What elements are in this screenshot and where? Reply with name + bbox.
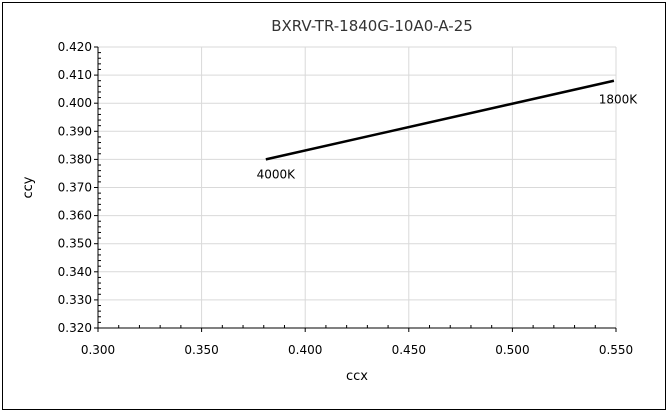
tick-labels: 0.320 0.330 0.340 0.350 0.360 0.370 0.380 0.390…: [58, 40, 634, 357]
y-axis-label: ccy: [21, 176, 36, 198]
y-tick-label: 0.400: [58, 96, 92, 110]
x-axis-label: ccx: [346, 369, 368, 384]
chart-title: BXRV-TR-1840G-10A0-A-25: [271, 17, 473, 35]
grid: [97, 46, 617, 329]
x-tick-label: 0.450: [392, 343, 426, 357]
x-tick-label: 0.350: [184, 343, 218, 357]
x-tick-label: 0.550: [599, 343, 633, 357]
annotation-label: 4000K: [257, 167, 297, 181]
y-tick-label: 0.410: [58, 68, 92, 82]
x-tick-label: 0.300: [81, 343, 115, 357]
y-tick-label: 0.350: [58, 237, 92, 251]
y-tick-label: 0.370: [58, 181, 92, 195]
y-tick-label: 0.320: [58, 321, 92, 335]
y-tick-label: 0.340: [58, 265, 92, 279]
axes: [94, 46, 617, 332]
chart-frame: [2, 2, 666, 410]
annotations: 4000K 1800K: [257, 93, 639, 182]
x-tick-label: 0.500: [495, 343, 529, 357]
y-tick-label: 0.380: [58, 152, 92, 166]
series: [265, 79, 615, 161]
annotation-label: 1800K: [599, 93, 639, 107]
series-line: [265, 79, 615, 161]
x-tick-label: 0.400: [288, 343, 322, 357]
y-tick-label: 0.390: [58, 124, 92, 138]
y-tick-label: 0.360: [58, 209, 92, 223]
y-tick-label: 0.330: [58, 293, 92, 307]
y-tick-label: 0.420: [58, 40, 92, 54]
